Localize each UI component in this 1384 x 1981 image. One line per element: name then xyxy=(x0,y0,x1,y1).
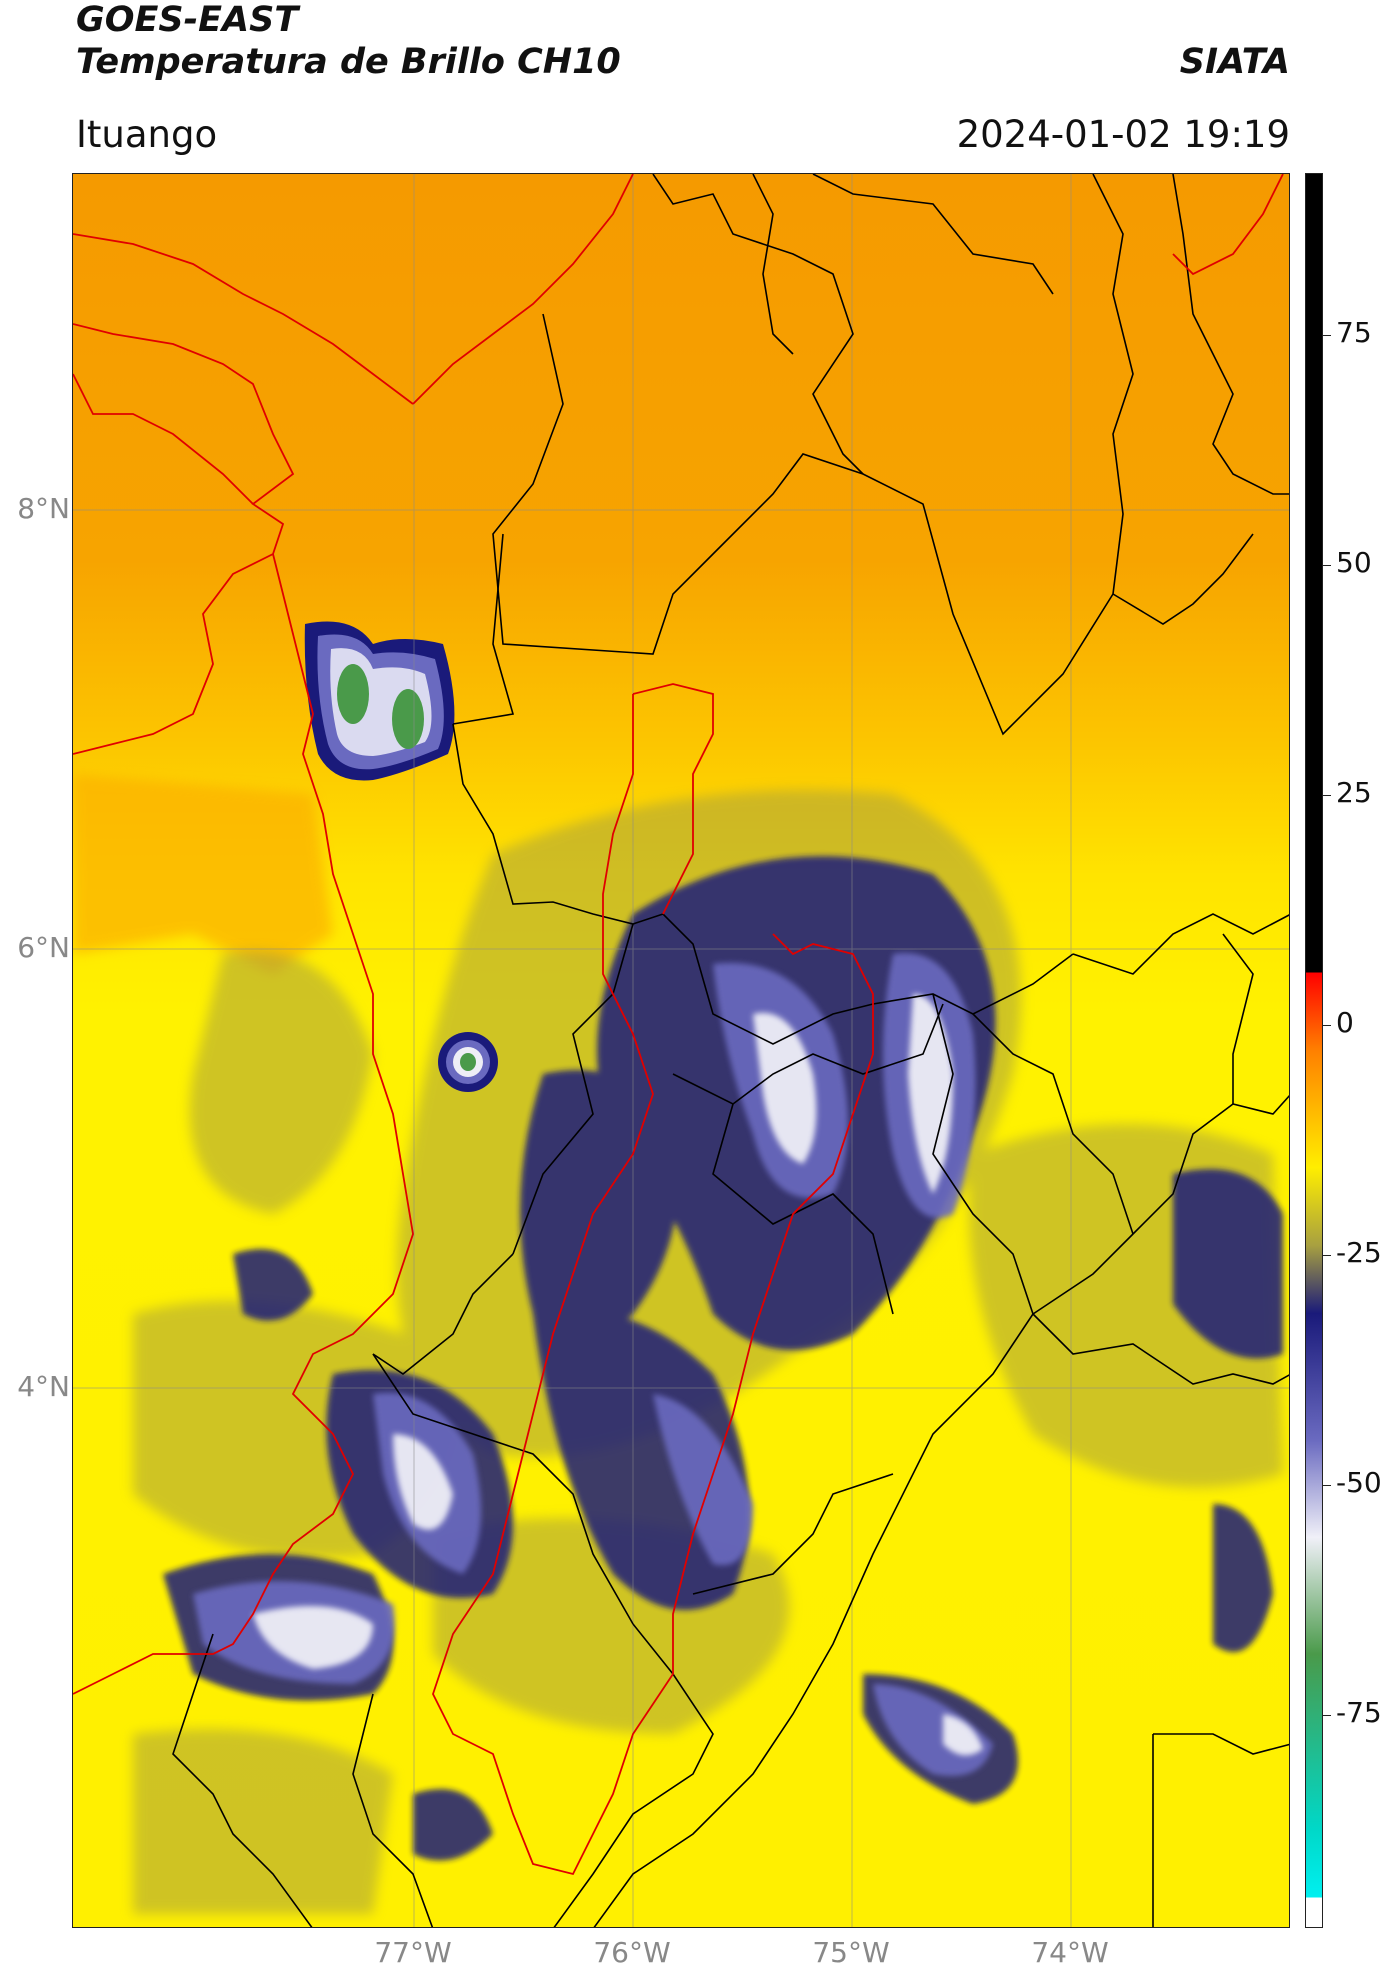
timestamp-label: 2024-01-02 19:19 xyxy=(956,113,1290,156)
warm-region xyxy=(73,774,333,974)
graticule xyxy=(73,174,1289,1927)
cold-cell-west xyxy=(438,1032,498,1092)
lon-label-75w: 75°W xyxy=(812,1936,890,1969)
colorbar-tick xyxy=(1323,1025,1331,1026)
colorbar-label-minus25: -25 xyxy=(1336,1236,1382,1269)
colorbar-label-50: 50 xyxy=(1336,546,1372,579)
coastline-borders xyxy=(73,174,1284,1876)
lat-label-8n: 8°N xyxy=(17,492,70,525)
cold-cell-northwest xyxy=(304,621,455,781)
coldest-cloud-tops xyxy=(253,994,983,1756)
colorbar-tick xyxy=(1323,795,1331,796)
colorbar-tick xyxy=(1323,1715,1331,1716)
brand-label: SIATA xyxy=(1179,42,1290,82)
lon-label-76w: 76°W xyxy=(593,1936,671,1969)
colorbar-tick xyxy=(1323,565,1331,566)
department-borders xyxy=(172,174,1289,1927)
colorbar-label-75: 75 xyxy=(1336,316,1372,349)
lon-label-74w: 74°W xyxy=(1031,1936,1109,1969)
colorbar-tick xyxy=(1323,1485,1331,1486)
colorbar-label-minus75: -75 xyxy=(1336,1696,1382,1729)
colorbar-label-25: 25 xyxy=(1336,776,1372,809)
title-line-2: Temperatura de Brillo CH10 xyxy=(76,42,621,82)
colorbar xyxy=(1305,173,1323,1928)
lat-label-4n: 4°N xyxy=(17,1370,70,1403)
region-label: Ituango xyxy=(76,113,218,156)
colorbar-tick xyxy=(1323,1255,1331,1256)
colorbar-label-0: 0 xyxy=(1336,1006,1354,1039)
title-line-1: GOES-EAST xyxy=(76,0,299,40)
lon-label-77w: 77°W xyxy=(374,1936,452,1969)
lat-label-6n: 6°N xyxy=(17,931,70,964)
colorbar-label-minus50: -50 xyxy=(1336,1466,1382,1499)
colorbar-tick xyxy=(1323,335,1331,336)
satellite-map xyxy=(72,173,1290,1928)
